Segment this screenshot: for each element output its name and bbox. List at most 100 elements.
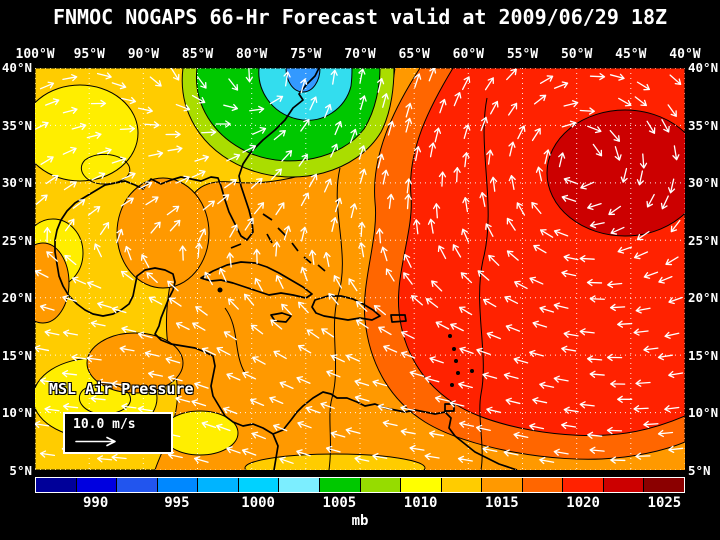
wind-arrow: [272, 241, 281, 257]
wind-arrow: [386, 193, 395, 209]
wind-arrow: [435, 321, 450, 330]
wind-arrow: [531, 201, 542, 215]
wind-arrow: [71, 276, 87, 285]
wind-arrow: [667, 178, 676, 194]
wind-arrow: [589, 370, 605, 378]
wind-arrow: [400, 351, 416, 359]
wind-arrow: [553, 448, 569, 456]
wind-arrow: [330, 69, 338, 85]
wind-arrow: [175, 321, 190, 331]
wind-arrow: [44, 405, 60, 414]
colorbar-segment: [482, 478, 522, 492]
wind-arrow: [475, 424, 491, 432]
wind-arrow: [358, 68, 366, 84]
wind-arrow: [558, 152, 566, 168]
wind-arrow: [482, 298, 497, 308]
wind-arrow: [44, 329, 60, 337]
wind-arrow: [664, 331, 680, 339]
latitude-tick-label: 30°N: [1, 175, 32, 191]
wind-arrow: [191, 169, 206, 178]
wind-arrow: [462, 152, 470, 168]
wind-arrow: [665, 256, 679, 266]
wind-arrow: [643, 345, 659, 353]
wind-arrow: [643, 420, 659, 429]
wind-arrow: [35, 420, 50, 429]
wind-arrow: [517, 125, 526, 140]
wind-arrow: [403, 253, 412, 268]
wind-arrow: [409, 370, 425, 378]
colorbar-segment: [198, 478, 238, 492]
wind-arrow: [358, 221, 366, 238]
wind-arrow: [228, 78, 239, 91]
wind-arrow: [377, 403, 393, 411]
wind-arrow: [376, 228, 384, 244]
wind-arrow: [403, 272, 413, 285]
colorbar-tick-label: 1025: [647, 495, 682, 511]
wind-arrow: [244, 217, 254, 231]
wind-arrow: [529, 423, 545, 431]
wind-arrow: [62, 74, 78, 82]
wind-arrow: [424, 375, 440, 383]
wind-arrow: [275, 202, 285, 216]
wind-arrow: [323, 251, 331, 268]
pressure-region-blue: [285, 68, 321, 93]
wind-arrow: [229, 224, 238, 238]
wind-arrow: [657, 353, 673, 361]
wind-arrow: [296, 376, 311, 384]
wind-arrow: [137, 405, 153, 413]
wind-arrow: [428, 68, 437, 82]
wind-arrow: [217, 194, 230, 205]
wind-arrow: [349, 128, 358, 144]
wind-arrow: [111, 82, 127, 90]
wind-arrow: [381, 169, 389, 185]
wind-arrow: [358, 145, 366, 160]
wind-arrow: [563, 176, 579, 185]
page-title: FNMOC NOGAPS 66-Hr Forecast valid at 200…: [52, 5, 668, 29]
wind-arrow: [586, 278, 603, 287]
wind-arrow: [72, 199, 86, 209]
wind-arrow: [381, 93, 389, 108]
wind-arrow: [561, 345, 577, 353]
wind-arrow: [86, 131, 102, 139]
wind-arrow: [283, 225, 291, 241]
wind-arrow: [409, 444, 425, 453]
island-trinidad: [444, 403, 455, 412]
wind-arrow: [297, 301, 309, 314]
longitude-tick-label: 60°W: [452, 47, 484, 62]
wind-arrow: [506, 250, 519, 261]
latitude-tick-label: 5°N: [9, 462, 32, 478]
island-barbados: [470, 369, 474, 373]
wind-arrow: [149, 76, 162, 87]
wind-arrow: [330, 354, 345, 363]
wind-arrow: [355, 300, 368, 312]
wind-arrow: [563, 254, 579, 262]
wind-arrow: [490, 100, 499, 115]
wind-arrow: [320, 401, 335, 409]
wind-arrow: [300, 78, 308, 94]
wind-arrow: [197, 228, 207, 243]
wind-arrow: [354, 379, 370, 387]
wind-arrow: [97, 147, 112, 155]
wind-arrow: [298, 153, 308, 167]
wind-arrow: [324, 103, 332, 119]
longitude-tick-label: 50°W: [560, 47, 593, 62]
wind-arrow: [279, 456, 294, 464]
colorbar-segment: [603, 478, 644, 492]
wind-arrow: [62, 294, 77, 302]
wind-arrow: [668, 296, 683, 305]
wind-arrow: [563, 406, 579, 414]
pressure-region-darkred: [546, 109, 685, 237]
wind-arrow: [586, 355, 603, 363]
wind-arrow: [35, 345, 50, 353]
wind-arrow: [224, 179, 237, 189]
wind-arrow: [194, 154, 210, 162]
wind-arrow: [168, 297, 182, 307]
wind-arrow: [321, 328, 335, 338]
field-label: MSL Air Pressure: [49, 380, 194, 398]
wind-arrow: [505, 397, 521, 405]
wind-arrow: [610, 380, 626, 388]
wind-arrow: [201, 128, 217, 136]
wind-arrow: [508, 102, 518, 116]
wind-arrow: [90, 320, 106, 328]
wind-arrow: [283, 71, 291, 87]
